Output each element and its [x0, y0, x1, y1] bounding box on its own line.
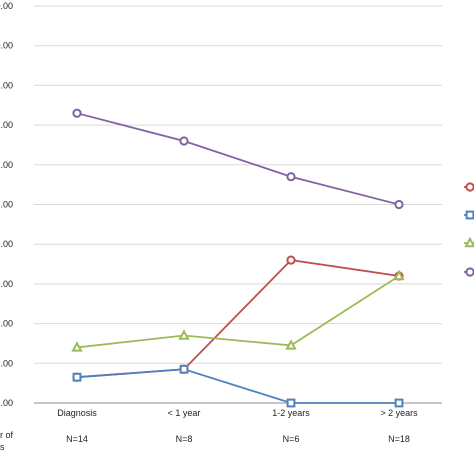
series-lines — [71, 108, 405, 408]
data-point — [394, 398, 404, 408]
data-point — [285, 339, 297, 350]
x-category-label: > 2 years — [380, 408, 418, 418]
data-point — [72, 372, 82, 382]
sample-size-label: N=14 — [66, 434, 88, 444]
y-tick-label: .00 — [0, 160, 13, 170]
row-label: r of s — [0, 430, 14, 452]
data-point — [286, 172, 296, 182]
y-tick-label: .00 — [0, 80, 13, 90]
data-point — [394, 199, 404, 210]
y-tick-label: 0.00 — [0, 1, 13, 11]
row-label-line: s — [0, 442, 5, 452]
data-point — [71, 341, 83, 352]
series-line — [76, 259, 400, 379]
series-2 — [72, 364, 404, 408]
series-3 — [71, 269, 405, 352]
y-tick-label: .00 — [0, 120, 13, 130]
y-tick-label: .00 — [0, 358, 13, 368]
gridlines — [34, 5, 442, 364]
legend-marker — [464, 236, 474, 248]
sample-size-label: N=8 — [176, 434, 193, 444]
data-point — [72, 108, 82, 118]
legend — [464, 182, 474, 277]
y-tick-label: .00 — [0, 398, 13, 408]
y-tick-label: 0.00 — [0, 41, 13, 51]
sample-size-label: N=6 — [283, 434, 300, 444]
data-point — [393, 269, 405, 281]
series-4 — [72, 108, 404, 210]
y-tick-label: .00 — [0, 279, 13, 289]
series-line — [76, 368, 399, 404]
data-point — [178, 329, 190, 340]
series-line — [76, 275, 400, 349]
data-point — [179, 136, 189, 146]
legend-marker — [465, 267, 474, 277]
y-tick-labels: .00 .00 .00 .00 .00 .00 .00 .00 .00 0.00 0.00 — [0, 1, 13, 408]
y-tick-label: .00 — [0, 200, 13, 210]
x-category-label: 1-2 years — [272, 408, 310, 418]
x-category-labels: Diagnosis < 1 year 1-2 years > 2 years — [57, 408, 418, 418]
data-point — [179, 364, 189, 374]
legend-item — [464, 182, 474, 192]
legend-marker — [465, 210, 474, 220]
legend-item — [464, 236, 474, 248]
row-label-line: r of — [0, 430, 14, 440]
sample-size-label: N=18 — [388, 434, 410, 444]
x-category-label: < 1 year — [168, 408, 201, 418]
x-category-label: Diagnosis — [57, 408, 97, 418]
legend-item — [464, 210, 474, 220]
legend-item — [464, 267, 474, 277]
series-line — [76, 112, 400, 206]
sample-size-row: N=14 N=8 N=6 N=18 — [66, 434, 410, 444]
y-tick-label: .00 — [0, 319, 13, 329]
data-point — [286, 398, 296, 408]
series-1 — [72, 255, 404, 382]
legend-marker — [465, 182, 474, 192]
data-point — [286, 255, 296, 265]
y-tick-label: .00 — [0, 239, 13, 249]
